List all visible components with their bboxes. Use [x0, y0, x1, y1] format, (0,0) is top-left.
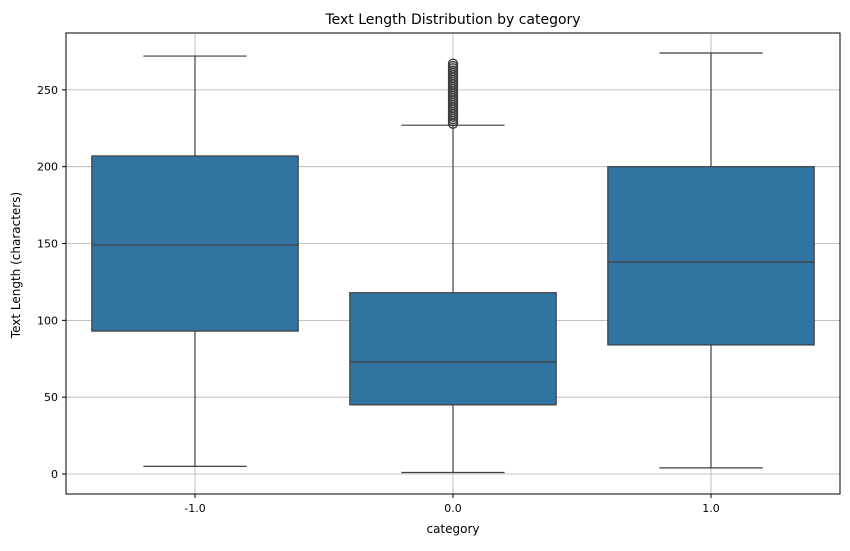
box-group [607, 52, 815, 469]
axes-layer: 0 50 100 150 200 250 -1.0 0.0 1.0 [37, 32, 841, 515]
x-tick-label: 1.0 [702, 502, 720, 515]
y-tick-label: 250 [37, 84, 58, 97]
x-tick-label: 0.0 [444, 502, 462, 515]
iqr-box [349, 292, 557, 406]
y-tick-label: 0 [51, 468, 58, 481]
box-group [349, 58, 557, 474]
chart-title: Text Length Distribution by category [324, 12, 580, 28]
x-tick-label: -1.0 [184, 502, 205, 515]
iqr-box [607, 166, 815, 346]
box-group [91, 55, 299, 467]
y-tick-label: 200 [37, 161, 58, 174]
x-axis-label: category [426, 522, 479, 536]
outlier-point [447, 58, 459, 69]
iqr-box [91, 155, 299, 332]
y-tick-label: 100 [37, 314, 58, 327]
y-tick-label: 50 [44, 391, 58, 404]
y-axis-label: Text Length (characters) [9, 192, 23, 339]
y-tick-label: 150 [37, 238, 58, 251]
boxes-layer [91, 52, 815, 474]
